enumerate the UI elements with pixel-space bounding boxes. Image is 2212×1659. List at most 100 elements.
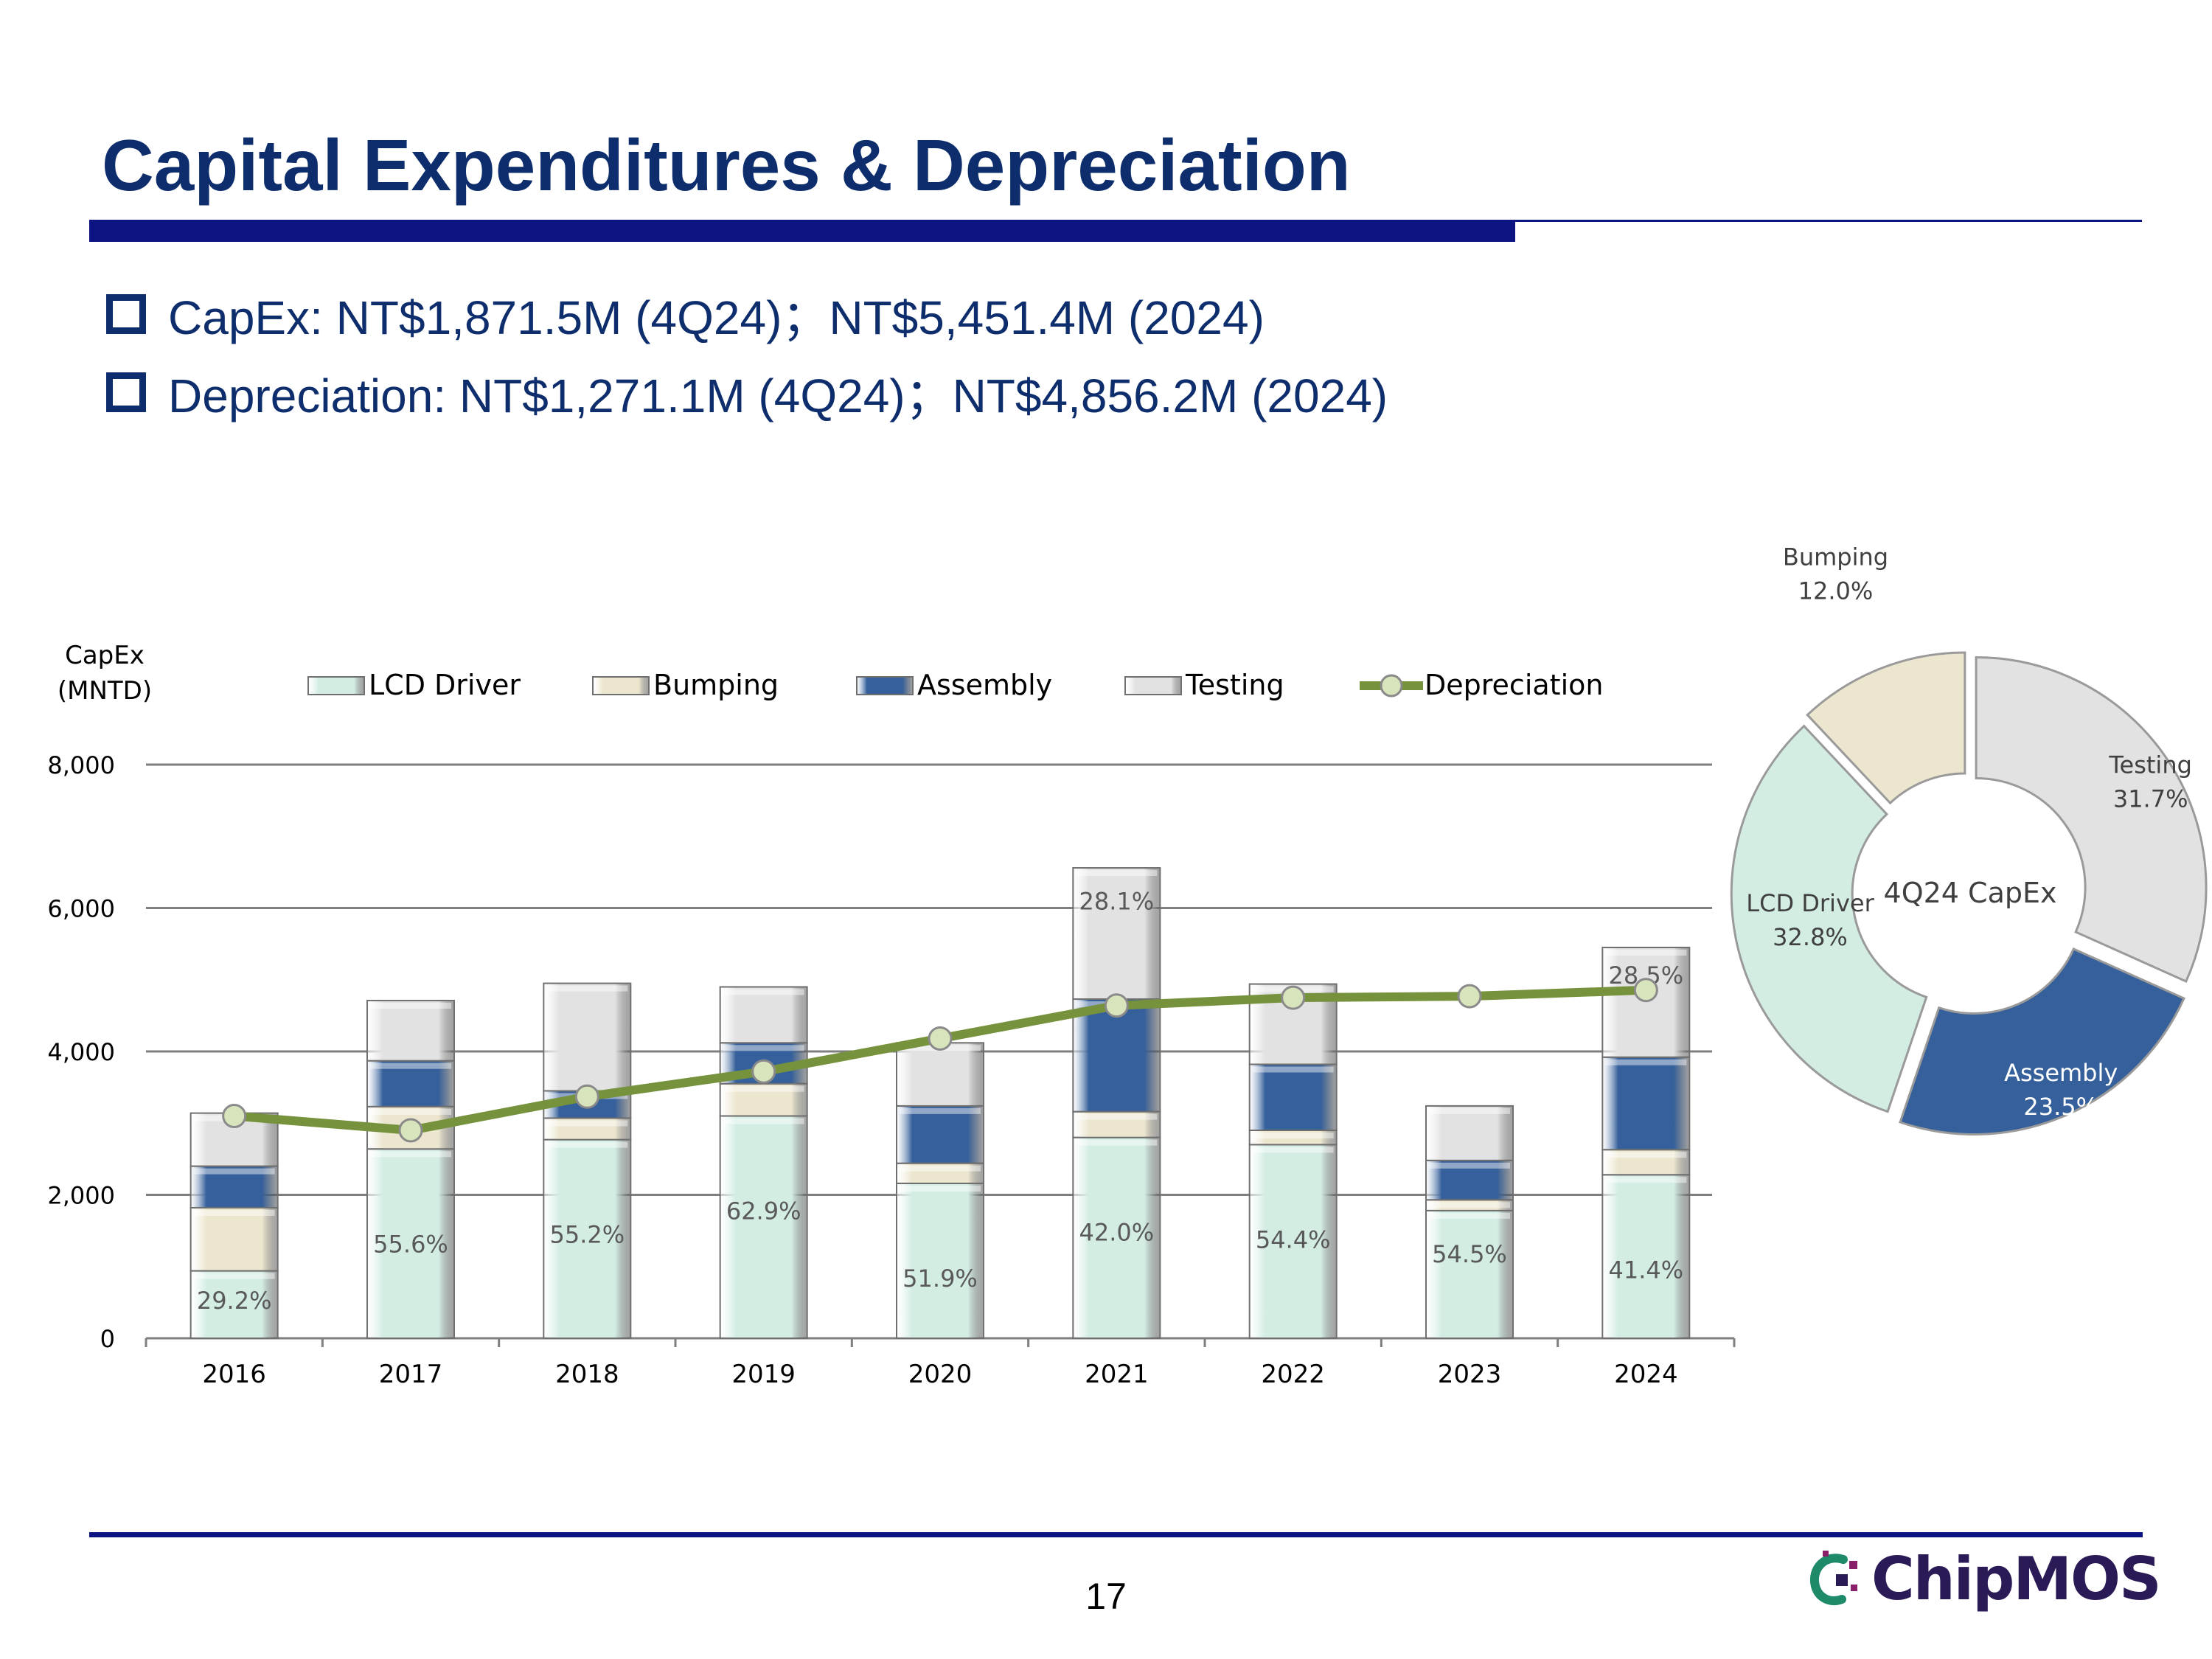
bar-highlight: [1605, 1059, 1687, 1065]
y-tick-label: 6,000: [47, 895, 115, 923]
x-tick-label-2019: 2019: [731, 1360, 796, 1389]
bar-highlight: [1252, 1066, 1334, 1073]
bar-assembly-2017: [366, 1060, 455, 1107]
bar-lcd-driver-2016: [189, 1270, 279, 1339]
bar-highlight: [723, 1118, 804, 1124]
bar-assembly-2020: [896, 1105, 984, 1164]
checkbox-bullet-icon: [106, 294, 146, 334]
depreciation-point-2024: [1633, 978, 1658, 1003]
bar-lcd-driver-2023: [1425, 1209, 1514, 1340]
bar-highlight: [723, 1045, 804, 1051]
bar-highlight: [370, 1002, 451, 1009]
donut-label-name-testing: Testing: [2108, 751, 2192, 779]
x-tick-label-2016: 2016: [202, 1360, 266, 1389]
bar-testing-2023: [1425, 1105, 1514, 1161]
donut-label-name-assembly: Assembly: [2004, 1059, 2118, 1087]
chipmos-logo: ChipMOS: [1805, 1545, 2162, 1613]
legend-label-bumping: Bumping: [653, 669, 779, 701]
depreciation-point-2023: [1457, 984, 1482, 1009]
depreciation-point-2019: [751, 1059, 776, 1084]
bar-bumping-2021: [1072, 1110, 1161, 1138]
donut-slice-testing: [1975, 655, 2208, 983]
legend-swatch-assembly: [856, 676, 914, 695]
bar-highlight: [1076, 870, 1158, 877]
depreciation-point-2021: [1104, 993, 1129, 1018]
bar-highlight: [546, 985, 628, 992]
page-title: Capital Expenditures & Depreciation: [102, 125, 1351, 206]
bar-highlight: [723, 989, 804, 995]
x-tick-label-2018: 2018: [555, 1360, 619, 1389]
checkbox-bullet-icon: [106, 372, 146, 412]
x-tick-label-2017: 2017: [379, 1360, 443, 1389]
bar-bumping-2016: [189, 1207, 279, 1272]
donut-label-value-testing: 31.7%: [2113, 785, 2188, 813]
bar-highlight: [193, 1168, 275, 1175]
donut-slice-assembly: [1899, 947, 2185, 1135]
bar-highlight: [1076, 1113, 1158, 1120]
bar-highlight: [900, 1165, 981, 1172]
bar-highlight: [1252, 1132, 1334, 1138]
data-label-lcd-share: 41.4%: [1609, 1256, 1684, 1284]
bar-highlight: [900, 1185, 981, 1192]
bar-highlight: [193, 1210, 275, 1217]
bar-highlight: [370, 1062, 451, 1069]
x-tick-label-2024: 2024: [1614, 1360, 1678, 1389]
bar-testing-2019: [719, 986, 808, 1044]
bar-assembly-2021: [1072, 998, 1161, 1113]
y-tick-label: 4,000: [47, 1038, 115, 1066]
legend-label-depreciation: Depreciation: [1425, 669, 1603, 701]
donut-label-value-bumping: 12.0%: [1798, 577, 1874, 605]
y-tick-label: 8,000: [47, 751, 115, 779]
bar-highlight: [1429, 1162, 1510, 1169]
data-label-lcd-share: 42.0%: [1079, 1219, 1155, 1247]
bullet-capex-text: CapEx: NT$1,871.5M (4Q24)；NT$5,451.4M (2…: [168, 291, 1265, 344]
bar-highlight: [1429, 1202, 1510, 1208]
donut-slice-bumping: [1806, 651, 1966, 805]
bar-highlight: [900, 1107, 981, 1114]
bar-highlight: [546, 1141, 628, 1148]
bar-lcd-driver-2021: [1072, 1136, 1161, 1339]
chipmos-logo-icon: [1809, 1550, 1857, 1605]
x-tick-label-2020: 2020: [908, 1360, 973, 1389]
footer-rule: [89, 1532, 2143, 1537]
legend-label-lcd-driver: LCD Driver: [369, 669, 521, 701]
logo-text: ChipMOS: [1871, 1545, 2162, 1613]
bar-highlight: [370, 1151, 451, 1158]
page-number: 17: [1085, 1576, 1127, 1617]
x-tick-label-2023: 2023: [1438, 1360, 1502, 1389]
y-axis-label: CapEx: [65, 641, 145, 670]
bar-lcd-driver-2019: [719, 1115, 808, 1340]
bar-bumping-2018: [543, 1117, 632, 1141]
data-label-lcd-share: 55.2%: [550, 1221, 625, 1249]
legend-swatch-testing: [1124, 676, 1182, 695]
bullet-capex: CapEx: NT$1,871.5M (4Q24)；NT$5,451.4M (2…: [106, 280, 1265, 348]
bar-testing-2020: [896, 1042, 984, 1107]
bar-bumping-2019: [719, 1082, 808, 1117]
depreciation-point-2017: [398, 1118, 423, 1143]
legend-label-assembly: Assembly: [917, 669, 1052, 701]
bar-highlight: [1429, 1212, 1510, 1219]
title-underline-thin: [1515, 220, 2142, 222]
bar-testing-2018: [543, 982, 632, 1092]
legend-swatch-lcd-driver: [307, 676, 365, 695]
y-tick-label: 0: [100, 1325, 115, 1353]
legend-swatch-bumping: [592, 676, 650, 695]
bar-testing-2021: [1072, 867, 1161, 1001]
data-label-lcd-share: 54.4%: [1256, 1225, 1331, 1253]
data-label-lcd-share: 55.6%: [373, 1230, 448, 1258]
legend-marker-depreciation: [1380, 674, 1403, 698]
bar-highlight: [370, 1108, 451, 1115]
depreciation-point-2016: [222, 1104, 247, 1129]
bar-highlight: [1429, 1107, 1510, 1114]
y-axis-label: (MNTD): [58, 676, 152, 706]
bullet-depreciation-text: Depreciation: NT$1,271.1M (4Q24)；NT$4,85…: [168, 369, 1388, 422]
data-label-lcd-share: 29.2%: [197, 1287, 272, 1315]
x-tick-label-2022: 2022: [1261, 1360, 1325, 1389]
depreciation-point-2020: [928, 1026, 953, 1051]
bar-highlight: [1076, 1139, 1158, 1146]
bar-lcd-driver-2017: [366, 1148, 455, 1339]
donut-label-value-lcd-driver: 32.8%: [1773, 923, 1848, 951]
donut-slice-lcd-driver: [1730, 724, 1928, 1113]
depreciation-point-2022: [1281, 985, 1306, 1010]
data-label-lcd-share: 62.9%: [726, 1197, 801, 1225]
